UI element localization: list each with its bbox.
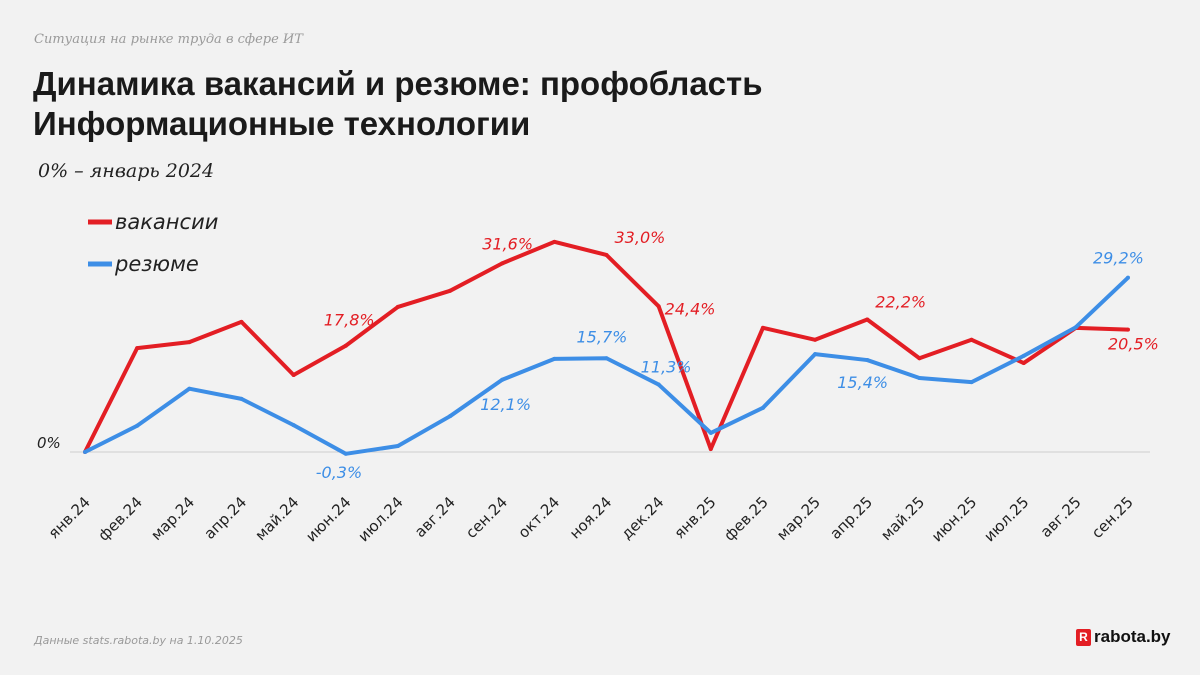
data-point: [239, 319, 244, 324]
data-point: [448, 414, 453, 419]
logo-icon: R: [1076, 628, 1091, 646]
data-label: 20,5%: [1108, 335, 1159, 354]
x-tick-label: янв.25: [670, 493, 719, 542]
x-tick-label: ноя.24: [566, 493, 615, 542]
data-point: [552, 356, 557, 361]
data-label: 12,1%: [480, 395, 531, 414]
data-point: [969, 380, 974, 385]
data-label: 31,6%: [482, 234, 533, 253]
data-point: [656, 304, 661, 309]
title-line-1: Динамика вакансий и резюме: профобласть: [33, 65, 763, 102]
data-point: [760, 325, 765, 330]
data-point: [552, 239, 557, 244]
data-point: [291, 423, 296, 428]
x-tick-label: дек.24: [618, 493, 668, 543]
data-point: [917, 356, 922, 361]
data-point: [760, 405, 765, 410]
data-point: [708, 430, 713, 435]
data-label: 24,4%: [665, 299, 716, 318]
data-label: -0,3%: [316, 463, 362, 482]
page-title: Динамика вакансий и резюме: профобласть …: [33, 64, 762, 144]
data-label: 17,8%: [324, 311, 375, 330]
data-point: [239, 396, 244, 401]
data-point: [813, 352, 818, 357]
data-point: [1021, 361, 1026, 366]
data-point: [865, 358, 870, 363]
series-line-resumes: [84, 276, 1130, 456]
x-tick-label: янв.24: [45, 493, 94, 542]
data-point: [500, 377, 505, 382]
x-tick-label: сен.25: [1088, 493, 1137, 542]
baseline-note: 0% – январь 2024: [38, 160, 215, 182]
x-tick-label: мар.25: [773, 493, 824, 544]
x-tick-label: фев.24: [95, 493, 146, 544]
legend-label: резюме: [114, 252, 199, 276]
data-point: [343, 343, 348, 348]
title-line-2: Информационные технологии: [33, 105, 531, 142]
data-point: [395, 304, 400, 309]
data-point: [395, 444, 400, 449]
data-point: [917, 375, 922, 380]
y-tick-label: 0%: [37, 434, 61, 452]
data-point: [135, 423, 140, 428]
data-source: Данные stats.rabota.by на 1.10.2025: [34, 634, 243, 647]
supertitle: Ситуация на рынке труда в сфере ИТ: [34, 32, 303, 47]
data-point: [291, 372, 296, 377]
data-point: [1021, 353, 1026, 358]
x-tick-label: май.25: [877, 493, 928, 544]
data-label: 29,2%: [1093, 249, 1144, 268]
data-point: [343, 451, 348, 456]
x-tick-label: апр.24: [201, 493, 251, 543]
legend-label: вакансии: [115, 210, 218, 234]
data-point: [813, 337, 818, 342]
x-tick-label: июл.24: [355, 493, 407, 545]
data-point: [1126, 275, 1130, 280]
x-tick-label: окт.24: [514, 493, 563, 542]
logo-text: rabota.by: [1094, 627, 1171, 646]
data-point: [500, 261, 505, 266]
data-point: [187, 340, 192, 345]
data-point: [656, 382, 661, 387]
data-label: 22,2%: [875, 292, 926, 311]
data-label: 33,0%: [615, 228, 666, 247]
x-tick-label: фев.25: [720, 493, 771, 544]
data-label: 15,4%: [837, 373, 888, 392]
data-point: [1126, 327, 1130, 332]
data-point: [708, 447, 713, 452]
x-tick-label: июн.25: [928, 493, 980, 545]
x-tick-label: июн.24: [302, 493, 354, 545]
x-tick-label: апр.25: [826, 493, 876, 543]
data-point: [448, 288, 453, 293]
x-tick-label: июл.25: [980, 493, 1032, 545]
x-tick-label: май.24: [251, 493, 302, 544]
data-point: [1073, 325, 1078, 330]
series-line-vacancies: [83, 239, 1129, 453]
data-point: [604, 356, 609, 361]
x-tick-label: авг.24: [411, 493, 459, 541]
data-label: 11,3%: [641, 358, 692, 377]
data-point: [865, 317, 870, 322]
x-tick-label: авг.25: [1037, 493, 1085, 541]
x-tick-label: сен.24: [462, 493, 511, 542]
data-point: [135, 346, 140, 351]
data-point: [83, 450, 87, 454]
data-point: [187, 386, 192, 391]
x-tick-label: мар.24: [147, 493, 198, 544]
data-label: 15,7%: [577, 327, 628, 346]
data-point: [604, 252, 609, 257]
data-point: [969, 337, 974, 342]
